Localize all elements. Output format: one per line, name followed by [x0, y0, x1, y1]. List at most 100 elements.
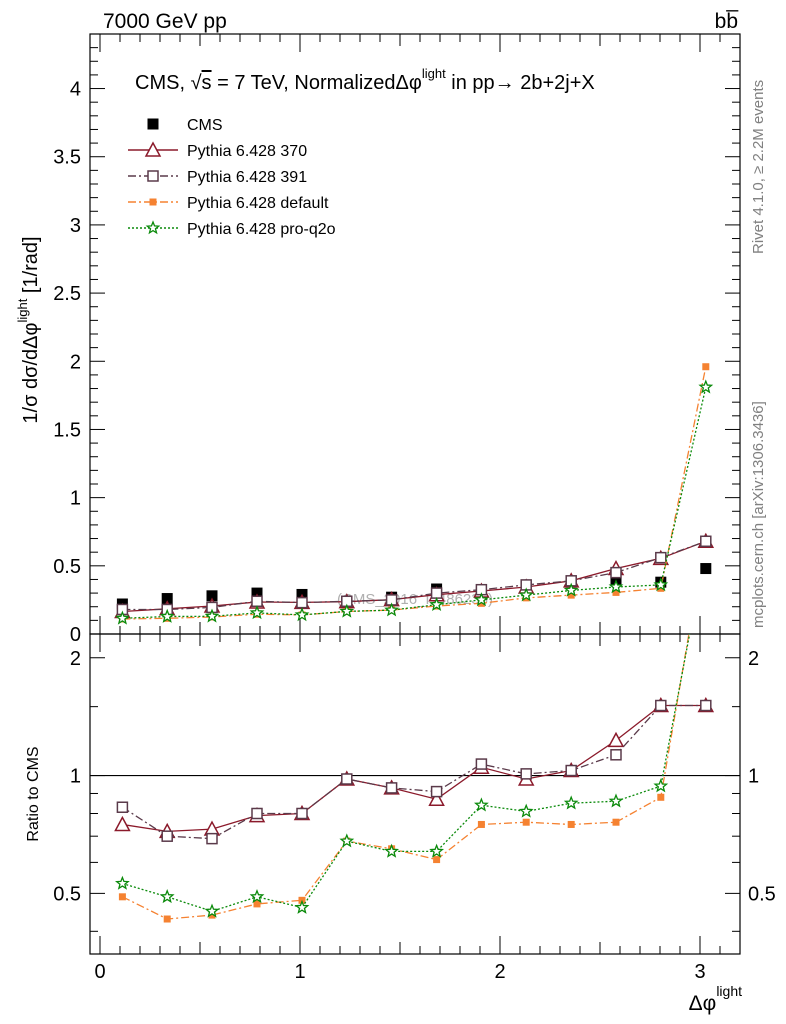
legend-label-pdefault: Pythia 6.428 default [187, 195, 329, 212]
ratio-point-pdefault [118, 893, 126, 901]
ratio-point-p370 [428, 790, 445, 806]
legend: CMS Pythia 6.428 370 Pythia 6.428 391 Pythi… [128, 117, 336, 238]
ratio-point-p391 [700, 699, 712, 712]
x-tick-label: 0 [94, 961, 105, 983]
ratio-y-tick-label-right: 1 [748, 766, 759, 788]
ratio-point-p391 [251, 807, 263, 820]
ratio-point-p391 [565, 764, 577, 777]
main-y-tick-label: 0.5 [53, 556, 81, 578]
legend-label-p391: Pythia 6.428 391 [187, 169, 307, 186]
main-point-pdefault [567, 591, 575, 599]
x-tick-label: 2 [494, 961, 505, 983]
ratio-y-tick-label: 2 [70, 648, 81, 670]
ratio-point-pq2o [563, 795, 579, 810]
ratio-point-pdefault [612, 818, 620, 826]
ratio-point-pq2o [249, 889, 265, 904]
main-point-cms [251, 587, 263, 599]
sqrt-sign: √ [191, 72, 202, 94]
main-point-pq2o [249, 605, 265, 620]
main-point-pdefault [702, 363, 710, 371]
main-point-pq2o [429, 596, 445, 611]
main-point-pq2o [294, 607, 310, 622]
ratio-point-p391 [520, 768, 532, 780]
ratio-point-p391 [341, 773, 353, 785]
legend-label-pq2o: Pythia 6.428 pro-q2o [187, 221, 336, 238]
analysis-watermark: (CMS_2016_I1486238) [337, 591, 493, 608]
main-point-p391 [655, 551, 667, 564]
main-point-p391 [700, 535, 712, 548]
ratio-point-pdefault [657, 793, 665, 801]
x-tick-label: 3 [694, 961, 705, 983]
main-y-tick-label: 1 [70, 488, 81, 510]
ratio-line-pdefault [122, 634, 690, 920]
ratio-point-pq2o [339, 833, 355, 848]
main-point-pq2o [339, 603, 355, 618]
ratio-point-pq2o [204, 903, 220, 918]
x-axis-label: Δφlight [689, 983, 742, 1015]
legend-label-p370: Pythia 6.428 370 [187, 143, 307, 160]
ratio-y-axis-label: Ratio to CMS [25, 746, 42, 841]
main-point-pq2o [608, 579, 624, 594]
main-point-pq2o [159, 608, 175, 623]
main-point-pq2o [653, 577, 669, 592]
main-point-p391 [430, 587, 443, 599]
legend-label-cms: CMS [187, 117, 223, 134]
main-y-tick-label: 2 [70, 351, 81, 373]
ratio-point-p391 [116, 801, 129, 813]
ratio-point-pdefault [477, 820, 485, 828]
ratio-point-pq2o [429, 843, 445, 858]
main-point-pq2o [114, 610, 130, 625]
main-point-pdefault [657, 584, 665, 592]
ratio-point-pq2o [608, 793, 624, 808]
ratio-point-pq2o [294, 899, 310, 914]
legend-marker-p370 [144, 141, 162, 157]
energy-label: 7000 GeV pp [103, 10, 227, 33]
ratio-point-p391 [655, 699, 667, 712]
ratio-panel-frame [89, 633, 741, 955]
main-plot-layer [114, 363, 715, 625]
main-y-tick-label: 2.5 [53, 283, 81, 305]
main-point-pq2o [518, 587, 534, 602]
main-point-pq2o [384, 602, 400, 617]
ratio-point-pdefault [253, 900, 261, 908]
ratio-point-p391 [475, 758, 488, 770]
ratio-point-p391 [206, 832, 218, 845]
main-y-axis-label: 1/σ dσ/dΔφlight [1/rad] [15, 236, 42, 423]
legend-marker-pdefault [149, 198, 157, 206]
ratio-point-p391 [610, 749, 622, 761]
ratio-point-pdefault [163, 915, 171, 923]
ratio-y-tick-label: 0.5 [53, 883, 81, 905]
ratio-point-pdefault [522, 818, 530, 826]
ratio-line-p370 [122, 704, 706, 833]
legend-marker-cms [147, 118, 159, 130]
ratio-point-p391 [430, 785, 443, 798]
ratio-point-p370 [114, 815, 131, 832]
main-line-pq2o [122, 387, 707, 619]
ratio-plot-layer [114, 634, 715, 923]
ratio-line-p391 [122, 704, 706, 840]
main-point-pdefault [477, 599, 485, 607]
main-point-pq2o [204, 608, 220, 623]
legend-marker-p391 [147, 170, 159, 182]
ratio-point-pq2o [518, 803, 534, 818]
axes-layer: 0 0.5 1 1.5 2 2.5 3 3.5 4 0 1 2 3 0.5 0.5 1 1 2 2 [53, 34, 776, 983]
main-line-p391 [122, 540, 707, 611]
main-y-tick-label: 3 [70, 215, 81, 237]
main-point-cms [206, 590, 218, 602]
main-point-pq2o [473, 592, 489, 607]
main-point-cms [700, 563, 712, 575]
ratio-y-tick-label-right: 2 [748, 648, 759, 670]
main-point-pq2o [698, 379, 714, 394]
rivet-version-label: Rivet 4.1.0, ≥ 2.2M events [750, 80, 767, 254]
ratio-point-pdefault [208, 911, 216, 919]
main-point-pdefault [612, 588, 620, 596]
main-point-pq2o [563, 582, 579, 597]
main-point-p391 [251, 595, 263, 608]
ratio-point-p391 [385, 782, 398, 794]
mcplots-label: mcplots.cern.ch [arXiv:1306.3436] [750, 401, 767, 628]
x-tick-label: 1 [294, 961, 305, 983]
ratio-point-pq2o [384, 843, 400, 858]
ratio-point-pq2o [114, 875, 130, 890]
ratio-point-pdefault [567, 820, 575, 828]
